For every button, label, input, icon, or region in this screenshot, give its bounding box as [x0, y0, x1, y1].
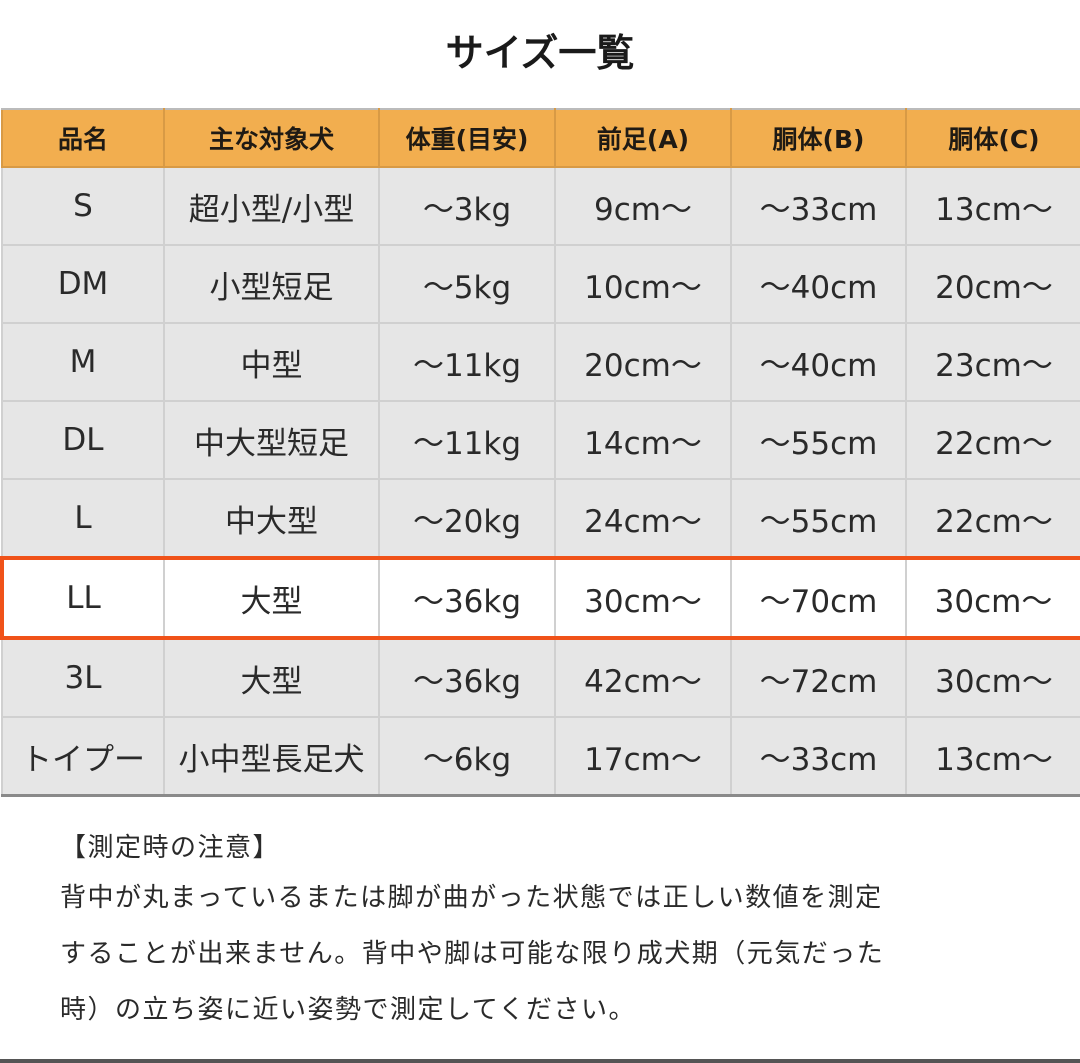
- table-cell: 20cm〜: [554, 322, 732, 402]
- table-cell: 〜55cm: [730, 400, 907, 480]
- table-cell: 24cm〜: [554, 478, 732, 559]
- table-cell: 小型短足: [163, 244, 380, 324]
- page-title: サイズ一覧: [445, 31, 635, 75]
- table-cell: S: [1, 166, 165, 246]
- measurement-notes: 【測定時の注意】 背中が丸まっているまたは脚が曲がった状態では正しい数値を測定 …: [60, 826, 1040, 1038]
- column-header: 胴体(C): [905, 108, 1080, 168]
- table-cell: 23cm〜: [905, 322, 1080, 402]
- table-cell: 中型: [163, 322, 380, 402]
- table-cell: 〜40cm: [730, 322, 907, 402]
- column-header: 前足(A): [554, 108, 732, 168]
- table-cell: 〜11kg: [378, 322, 556, 402]
- table-cell: DL: [1, 400, 165, 480]
- column-header: 体重(目安): [378, 108, 556, 168]
- size-table: 品名 主な対象犬 体重(目安) 前足(A) 胴体(B) 胴体(C) S 超小型/小型 〜3kg…: [0, 108, 1080, 797]
- table-header-row: 品名 主な対象犬 体重(目安) 前足(A) 胴体(B) 胴体(C): [1, 108, 1080, 168]
- notes-line: 背中が丸まっているまたは脚が曲がった状態では正しい数値を測定: [60, 883, 883, 913]
- divider: [0, 1059, 1080, 1063]
- table-cell: 〜72cm: [730, 637, 907, 718]
- table-cell: L: [1, 478, 165, 559]
- table-row: M 中型 〜11kg 20cm〜 〜40cm 23cm〜: [1, 322, 1080, 402]
- table-cell: 30cm〜: [554, 556, 732, 640]
- table-cell: 小中型長足犬: [163, 716, 380, 797]
- table-row: DL 中大型短足 〜11kg 14cm〜 〜55cm 22cm〜: [1, 400, 1080, 480]
- table-row: L 中大型 〜20kg 24cm〜 〜55cm 22cm〜: [1, 478, 1080, 559]
- table-cell: 中大型短足: [163, 400, 380, 480]
- column-header: 主な対象犬: [163, 108, 380, 168]
- table-cell: 〜20kg: [378, 478, 556, 559]
- notes-heading: 【測定時の注意】: [60, 833, 281, 863]
- table-cell: 〜3kg: [378, 166, 556, 246]
- table-cell: 〜33cm: [730, 716, 907, 797]
- table-cell: 3L: [1, 637, 165, 718]
- table-cell: 大型: [163, 556, 380, 640]
- table-cell: M: [1, 322, 165, 402]
- table-cell: 〜55cm: [730, 478, 907, 559]
- table-cell: LL: [0, 556, 165, 640]
- table-cell: 30cm〜: [905, 556, 1080, 640]
- table-cell: 13cm〜: [905, 166, 1080, 246]
- table-cell: 〜36kg: [378, 556, 556, 640]
- table-cell: 20cm〜: [905, 244, 1080, 324]
- table-cell: 超小型/小型: [163, 166, 380, 246]
- table-cell: 22cm〜: [905, 400, 1080, 480]
- table-cell: 22cm〜: [905, 478, 1080, 559]
- table-cell: 〜5kg: [378, 244, 556, 324]
- table-cell: DM: [1, 244, 165, 324]
- table-cell: 〜6kg: [378, 716, 556, 797]
- table-cell: 42cm〜: [554, 637, 732, 718]
- table-cell: 〜70cm: [730, 556, 907, 640]
- table-row-highlighted: LL 大型 〜36kg 30cm〜 〜70cm 30cm〜: [0, 556, 1080, 640]
- table-row: トイプー 小中型長足犬 〜6kg 17cm〜 〜33cm 13cm〜: [1, 716, 1080, 797]
- table-cell: 中大型: [163, 478, 380, 559]
- table-cell: 10cm〜: [554, 244, 732, 324]
- table-cell: 〜40cm: [730, 244, 907, 324]
- table-cell: 9cm〜: [554, 166, 732, 246]
- table-cell: 〜36kg: [378, 637, 556, 718]
- table-cell: 14cm〜: [554, 400, 732, 480]
- table-row: S 超小型/小型 〜3kg 9cm〜 〜33cm 13cm〜: [1, 166, 1080, 246]
- column-header: 品名: [1, 108, 165, 168]
- notes-line: 時）の立ち姿に近い姿勢で測定してください。: [60, 995, 636, 1025]
- table-cell: 13cm〜: [905, 716, 1080, 797]
- table-row: 3L 大型 〜36kg 42cm〜 〜72cm 30cm〜: [1, 637, 1080, 718]
- table-cell: トイプー: [1, 716, 165, 797]
- table-row: DM 小型短足 〜5kg 10cm〜 〜40cm 20cm〜: [1, 244, 1080, 324]
- table-cell: 30cm〜: [905, 637, 1080, 718]
- table-cell: 大型: [163, 637, 380, 718]
- notes-line: することが出来ません。背中や脚は可能な限り成犬期（元気だった: [60, 939, 885, 969]
- table-cell: 〜33cm: [730, 166, 907, 246]
- table-cell: 〜11kg: [378, 400, 556, 480]
- table-cell: 17cm〜: [554, 716, 732, 797]
- column-header: 胴体(B): [730, 108, 907, 168]
